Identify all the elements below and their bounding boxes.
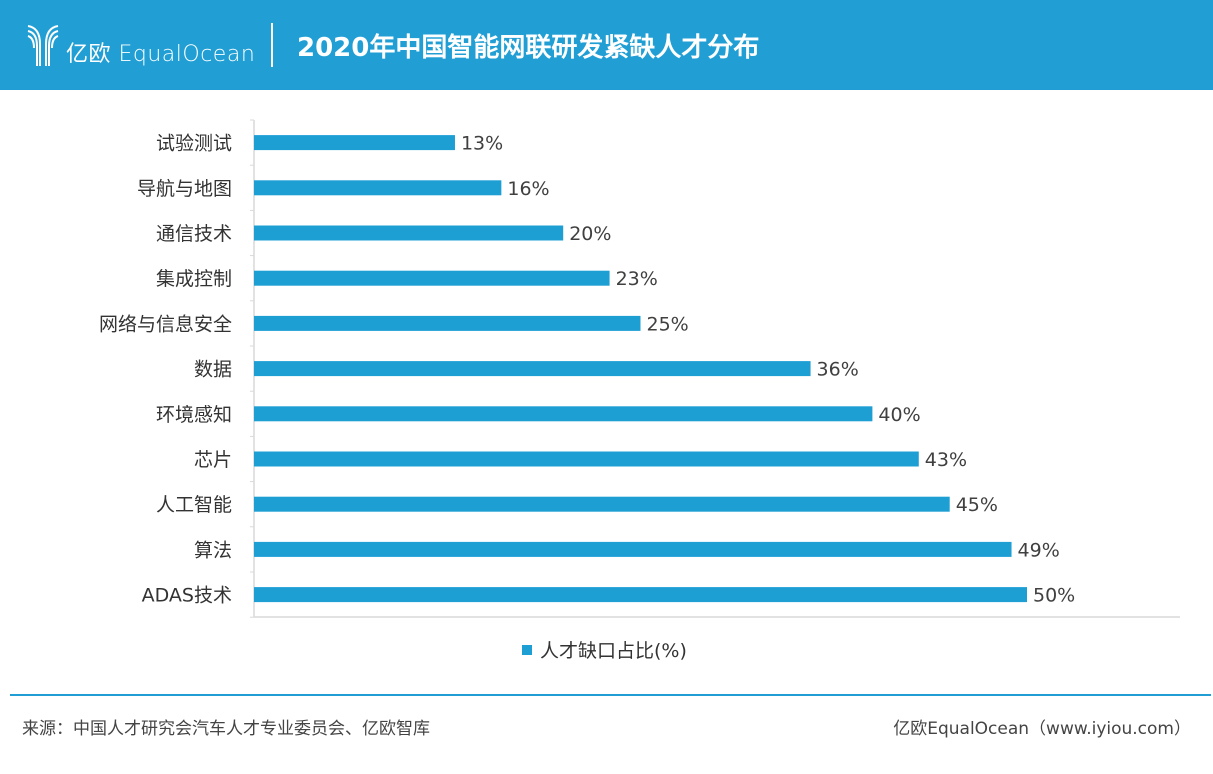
- category-label: 试验测试: [156, 133, 232, 155]
- bar: [254, 451, 919, 467]
- category-label: 算法: [194, 539, 232, 561]
- value-label: 13%: [461, 133, 503, 155]
- bar: [254, 587, 1027, 603]
- value-label: 50%: [1033, 585, 1075, 607]
- value-label: 20%: [569, 223, 611, 245]
- category-label: 集成控制: [156, 268, 232, 290]
- value-label: 43%: [925, 449, 967, 471]
- footer-divider: [10, 694, 1211, 696]
- category-label: 通信技术: [156, 223, 232, 245]
- bar: [254, 315, 641, 331]
- bar: [254, 496, 950, 512]
- equalocean-logo: 亿欧 EqualOcean: [26, 22, 255, 68]
- bar: [254, 406, 873, 422]
- bar: [254, 541, 1012, 557]
- logo-text: 亿欧 EqualOcean: [66, 42, 256, 67]
- logo-mark-icon: [27, 25, 59, 66]
- bar: [254, 361, 811, 377]
- value-label: 23%: [616, 268, 658, 290]
- value-label: 16%: [507, 178, 549, 200]
- bar: [254, 135, 455, 151]
- category-label: 芯片: [194, 449, 232, 471]
- category-label: 网络与信息安全: [99, 313, 232, 335]
- bar: [254, 180, 502, 196]
- legend: 人才缺口占比(%): [522, 636, 687, 663]
- bar-chart: 试验测试 13% 导航与地图 16% 通信技术 20% 集成控制 23% 网络与信息安全 25% 数…: [99, 119, 1180, 618]
- category-label: 人工智能: [156, 494, 232, 516]
- category-label: 数据: [194, 359, 232, 381]
- page-title: 2020年中国智能网联研发紧缺人才分布: [297, 33, 760, 63]
- value-label: 49%: [1018, 539, 1060, 561]
- category-label: 环境感知: [156, 404, 232, 426]
- value-label: 40%: [878, 404, 920, 426]
- category-label: ADAS技术: [142, 585, 232, 607]
- credit-note: 亿欧EqualOcean（www.iyiou.com）: [893, 719, 1191, 739]
- header-divider: [271, 23, 273, 67]
- source-note: 来源：中国人才研究会汽车人才专业委员会、亿欧智库: [22, 719, 430, 739]
- value-label: 45%: [956, 494, 998, 516]
- legend-label: 人才缺口占比(%): [540, 640, 687, 662]
- bar: [254, 270, 610, 286]
- category-label: 导航与地图: [137, 178, 232, 200]
- value-label: 25%: [647, 313, 689, 335]
- header-banner: 亿欧 EqualOcean 2020年中国智能网联研发紧缺人才分布: [0, 0, 1213, 90]
- value-label: 36%: [817, 359, 859, 381]
- legend-swatch: [522, 644, 532, 655]
- bar: [254, 225, 564, 241]
